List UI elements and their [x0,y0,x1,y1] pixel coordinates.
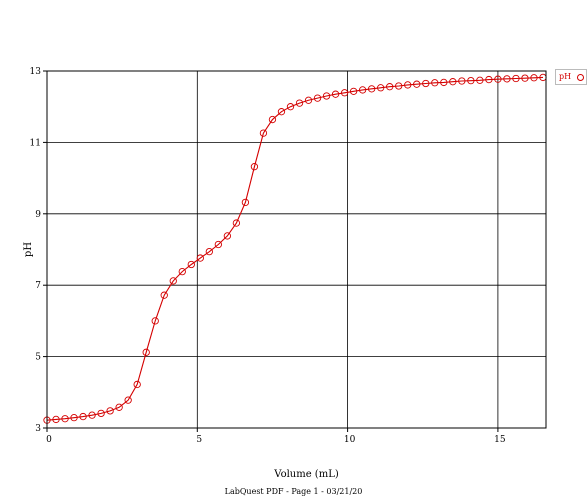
data-point [395,82,403,90]
data-point [340,89,349,97]
legend-label: pH [559,72,572,81]
data-point [205,247,213,256]
data-point [214,240,222,249]
data-point [241,198,250,207]
y-tick-label: 9 [35,210,41,220]
data-point [358,86,367,94]
data-point [449,78,457,86]
data-point [70,413,78,422]
data-point [476,76,484,84]
data-point [304,96,313,104]
data-point [367,85,376,93]
y-axis-title: pH [23,242,34,257]
y-tick-label: 13 [30,67,42,77]
data-point [349,87,358,96]
data-point [268,115,277,124]
legend: pH [555,69,587,85]
data-point [313,94,322,102]
data-point [277,108,286,116]
data-point [133,380,141,389]
data-point [124,396,132,404]
y-tick-label: 7 [35,281,41,291]
series-line-ph [46,76,544,421]
y-tick-label: 11 [30,138,41,148]
data-point [422,79,430,88]
data-point [169,277,177,285]
series-layer [43,73,547,424]
plot-area-frame [46,70,547,429]
data-point [232,219,241,227]
data-point [259,129,268,137]
data-point [530,74,538,82]
x-tick-label: 10 [344,435,356,445]
data-point [250,163,259,171]
data-point [485,75,493,84]
data-point [404,81,412,89]
data-point [386,83,394,91]
data-point [223,232,232,240]
data-point [431,79,439,87]
data-point [106,407,114,415]
page-footer: LabQuest PDF - Page 1 - 03/21/20 [224,487,363,496]
data-point [178,267,186,276]
data-point [196,254,204,262]
data-point [521,74,529,82]
data-point [458,77,466,85]
data-point [331,90,340,98]
data-point [377,84,385,92]
x-tick-label: 5 [196,435,202,445]
y-tick-label: 5 [35,353,41,363]
data-point [115,403,123,411]
data-point [413,80,421,88]
data-point [467,76,475,85]
data-point [88,411,96,419]
y-tick-label: 3 [35,424,41,434]
data-point [512,74,520,83]
data-point [97,409,105,418]
data-point [503,75,511,83]
data-point [151,317,159,325]
data-point [160,291,168,299]
data-point [61,415,69,423]
legend-marker-circle-icon [577,74,584,81]
x-tick-label: 15 [494,435,506,445]
x-tick-label: 0 [46,435,52,445]
data-point [322,92,331,100]
x-axis-title: Volume (mL) [273,469,339,480]
tick-labels: 3 5 7 9 11 13 0 5 10 15 [30,67,506,445]
data-point [286,103,295,111]
data-point [142,348,150,356]
data-point [295,99,304,107]
data-point [440,78,448,87]
grid-lines [43,70,546,432]
data-point [187,260,195,269]
data-point [52,415,60,424]
data-point [494,75,502,83]
data-point [79,412,87,421]
